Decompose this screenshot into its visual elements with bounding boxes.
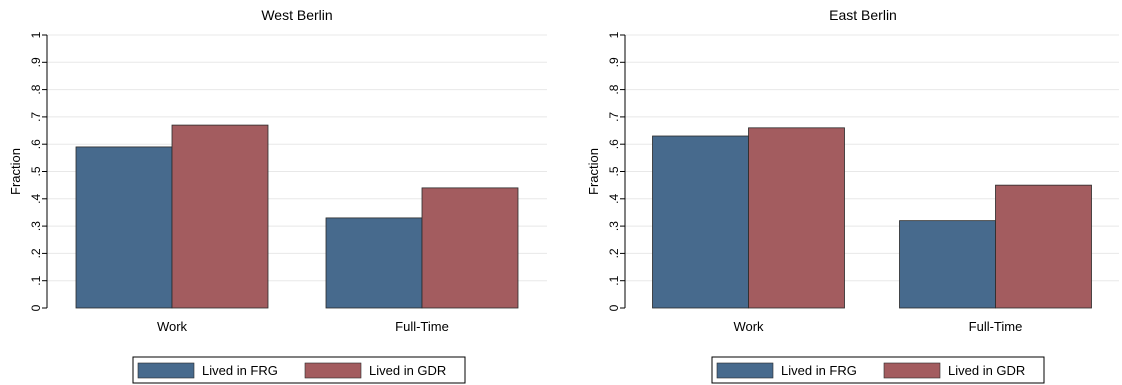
bar-frg-full-time: [325, 217, 423, 309]
legend-swatch-frg: [716, 362, 774, 379]
bar-gdr-full-time: [421, 187, 519, 309]
y-tick-label: 0: [607, 304, 621, 311]
legend-label-frg: Lived in FRG: [781, 363, 857, 378]
bar-gdr-full-time: [995, 184, 1092, 309]
y-tick-label: .3: [29, 221, 43, 231]
y-tick-label: 1: [607, 31, 621, 38]
y-tick-label: .1: [607, 275, 621, 285]
y-tick-label: .7: [29, 112, 43, 122]
y-tick-label: .9: [29, 57, 43, 67]
legend-label-frg: Lived in FRG: [202, 363, 278, 378]
y-tick-label: .7: [607, 112, 621, 122]
x-category-label: Full-Time: [395, 319, 449, 334]
legend-box: [711, 356, 1045, 384]
x-category-label: Full-Time: [969, 319, 1023, 334]
x-category-label: Work: [157, 319, 188, 334]
y-tick-label: .6: [607, 139, 621, 149]
bar-gdr-work: [748, 127, 845, 309]
y-tick-label: .5: [607, 166, 621, 176]
bar-frg-work: [75, 146, 173, 309]
y-tick-label: .8: [607, 84, 621, 94]
y-tick-label: .4: [29, 193, 43, 203]
y-tick-label: .5: [29, 166, 43, 176]
chart-panel-west-berlin: West Berlin Fraction 0 .1 .2 .3 .4 .5 .6 .7 .8 .9 1 W…: [8, 7, 547, 384]
legend-swatch-frg: [137, 362, 195, 379]
y-tick-label: .4: [607, 193, 621, 203]
y-tick-label: .3: [607, 221, 621, 231]
legend-label-gdr: Lived in GDR: [948, 363, 1025, 378]
legend-swatch-gdr: [883, 362, 941, 379]
bar-frg-work: [652, 135, 749, 309]
y-tick-label: .1: [29, 275, 43, 285]
chart-title: West Berlin: [261, 7, 332, 23]
y-tick-label: .2: [29, 248, 43, 258]
y-tick-label: .2: [607, 248, 621, 258]
chart-panel-east-berlin: East Berlin Fraction 0 .1 .2 .3 .4 .5 .6 .7 .8 .9 1 W…: [586, 7, 1119, 384]
y-axis-label: Fraction: [586, 148, 601, 195]
y-tick-label: 1: [29, 31, 43, 38]
bar-gdr-work: [171, 124, 269, 309]
chart-title: East Berlin: [829, 7, 897, 23]
x-category-label: Work: [733, 319, 764, 334]
y-tick-label: .6: [29, 139, 43, 149]
legend-swatch-gdr: [304, 362, 362, 379]
y-tick-label: .9: [607, 57, 621, 67]
y-tick-label: .8: [29, 84, 43, 94]
bar-frg-full-time: [899, 220, 996, 309]
legend-label-gdr: Lived in GDR: [369, 363, 446, 378]
y-tick-label: 0: [29, 304, 43, 311]
y-axis-label: Fraction: [8, 148, 23, 195]
